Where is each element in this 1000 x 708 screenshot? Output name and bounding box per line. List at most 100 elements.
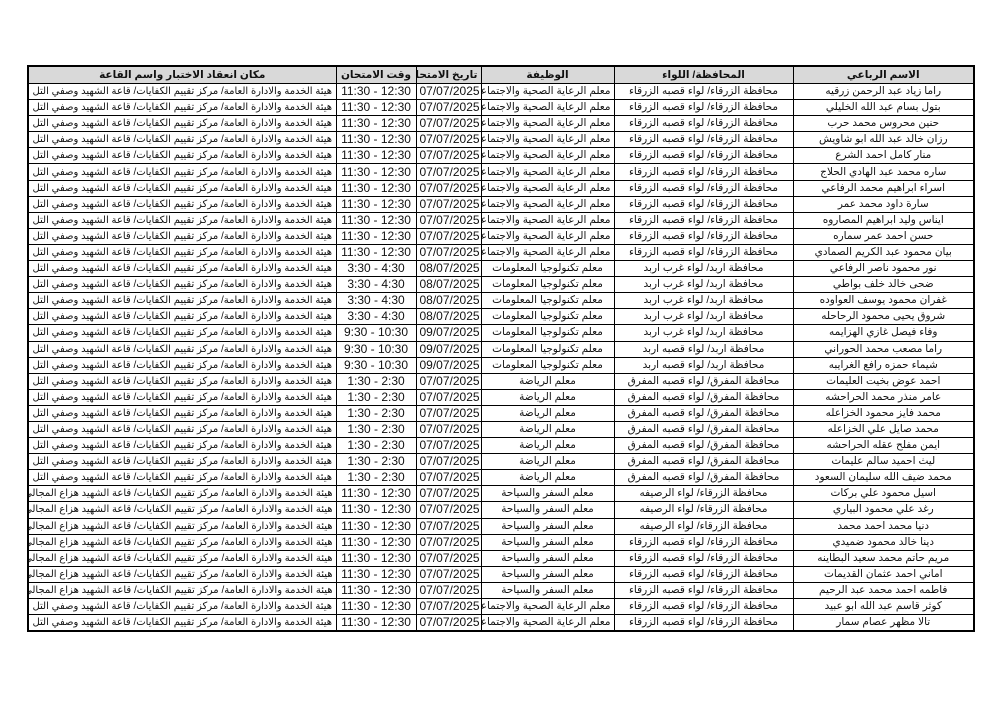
cell-job: معلم الرعاية الصحية والاجتماعية bbox=[480, 147, 615, 165]
cell-place: هيئة الخدمة والادارة العامة/ مركز تقييم … bbox=[27, 533, 337, 551]
cell-time: 11:30 - 12:30 bbox=[335, 163, 417, 181]
cell-time: 11:30 - 12:30 bbox=[335, 485, 417, 503]
cell-time: 3:30 - 4:30 bbox=[335, 276, 417, 294]
cell-date: 07/07/2025 bbox=[415, 99, 482, 117]
cell-job: معلم السفر والسياحة bbox=[480, 485, 615, 503]
table-row: راما مصعب محمد الحوراني محافظة اربد/ لواء… bbox=[27, 340, 975, 358]
cell-date: 07/07/2025 bbox=[415, 179, 482, 197]
cell-date: 07/07/2025 bbox=[415, 453, 482, 471]
cell-job: معلم تكنولوجيا المعلومات bbox=[480, 324, 615, 342]
table-row: ليث احميد سالم عليمات محافظة المفرق/ لواء… bbox=[27, 453, 975, 471]
cell-time: 11:30 - 12:30 bbox=[335, 179, 417, 197]
cell-time: 1:30 - 2:30 bbox=[335, 437, 417, 455]
cell-date: 07/07/2025 bbox=[415, 147, 482, 165]
cell-time: 9:30 - 10:30 bbox=[335, 340, 417, 358]
cell-time: 11:30 - 12:30 bbox=[335, 501, 417, 519]
cell-name: غفران محمود يوسف العواوده bbox=[792, 292, 975, 310]
cell-place: هيئة الخدمة والادارة العامة/ مركز تقييم … bbox=[27, 99, 337, 117]
cell-place: هيئة الخدمة والادارة العامة/ مركز تقييم … bbox=[27, 82, 337, 101]
cell-job: معلم الرعاية الصحية والاجتماعية bbox=[480, 614, 615, 632]
table-row: محمد ضيف الله سليمان السعود محافظة المفرق… bbox=[27, 469, 975, 487]
cell-job: معلم الرعاية الصحية والاجتماعية bbox=[480, 597, 615, 616]
table-row: ضحى خالد خلف بواطي محافظة اربد/ لواء غرب … bbox=[27, 276, 975, 294]
table-row: محمد فايز محمود الخزاعله محافظة المفرق/ ل… bbox=[27, 404, 975, 422]
cell-job: معلم تكنولوجيا المعلومات bbox=[480, 276, 615, 294]
cell-job: معلم الرياضة bbox=[480, 388, 615, 406]
cell-job: معلم الرياضة bbox=[480, 469, 615, 487]
cell-place: هيئة الخدمة والادارة العامة/ مركز تقييم … bbox=[27, 388, 337, 406]
cell-name: ضحى خالد خلف بواطي bbox=[792, 276, 975, 294]
table-row: ايناس وليد ابراهيم المصاروه محافظة الزرقا… bbox=[27, 211, 975, 229]
cell-place: هيئة الخدمة والادارة العامة/ مركز تقييم … bbox=[27, 597, 337, 616]
table-row: حسن احمد عمر سماره محافظة الزرقاء/ لواء ق… bbox=[27, 227, 975, 245]
table-row: فاطمه احمد محمد عبد الرحيم محافظة الزرقاء… bbox=[27, 581, 975, 600]
cell-job: معلم تكنولوجيا المعلومات bbox=[480, 340, 615, 358]
cell-place: هيئة الخدمة والادارة العامة/ مركز تقييم … bbox=[27, 227, 337, 245]
cell-time: 11:30 - 12:30 bbox=[335, 195, 417, 213]
cell-date: 07/07/2025 bbox=[415, 437, 482, 455]
table-row: نور محمود ناصر الرفاعي محافظة اربد/ لواء … bbox=[27, 260, 975, 278]
cell-date: 07/07/2025 bbox=[415, 404, 482, 422]
cell-province: محافظة الزرقاء/ لواء قصبه الزرقاء bbox=[613, 115, 794, 133]
table-row: اماني احمد عثمان القديمات محافظة الزرقاء/… bbox=[27, 565, 975, 583]
cell-province: محافظة الزرقاء/ لواء قصبه الزرقاء bbox=[613, 533, 794, 551]
table-row: مريم حاتم محمد سعيد البطاينه محافظة الزرق… bbox=[27, 549, 975, 567]
cell-place: هيئة الخدمة والادارة العامة/ مركز تقييم … bbox=[27, 195, 337, 213]
cell-date: 07/07/2025 bbox=[415, 581, 482, 600]
table-row: دينا خالد محمود ضميدي محافظة الزرقاء/ لوا… bbox=[27, 533, 975, 551]
cell-province: محافظة اربد/ لواء غرب اربد bbox=[613, 308, 794, 326]
cell-province: محافظة الزرقاء/ لواء قصبه الزرقاء bbox=[613, 614, 794, 632]
cell-place: هيئة الخدمة والادارة العامة/ مركز تقييم … bbox=[27, 179, 337, 197]
cell-time: 11:30 - 12:30 bbox=[335, 614, 417, 632]
cell-job: معلم تكنولوجيا المعلومات bbox=[480, 356, 615, 374]
table-row: راما زياد عبد الرحمن زرقيه محافظة الزرقاء… bbox=[27, 82, 975, 101]
cell-province: محافظة الزرقاء/ لواء قصبه الزرقاء bbox=[613, 565, 794, 583]
table-row: شروق يحيى محمود الرحاحله محافظة اربد/ لوا… bbox=[27, 308, 975, 326]
cell-province: محافظة المفرق/ لواء قصبه المفرق bbox=[613, 453, 794, 471]
header-name: الاسم الرباعي bbox=[792, 65, 975, 84]
cell-date: 07/07/2025 bbox=[415, 131, 482, 149]
cell-time: 11:30 - 12:30 bbox=[335, 211, 417, 229]
cell-province: محافظة المفرق/ لواء قصبه المفرق bbox=[613, 404, 794, 422]
cell-place: هيئة الخدمة والادارة العامة/ مركز تقييم … bbox=[27, 276, 337, 294]
cell-name: عامر منذر محمد الحراحشه bbox=[792, 388, 975, 406]
table-row: دنيا محمد احمد محمد محافظة الزرقاء/ لواء … bbox=[27, 517, 975, 535]
cell-date: 07/07/2025 bbox=[415, 469, 482, 487]
header-place: مكان انعقاد الاختبار واسم القاعة bbox=[27, 65, 337, 84]
cell-date: 07/07/2025 bbox=[415, 533, 482, 551]
cell-job: معلم الرعاية الصحية والاجتماعية bbox=[480, 99, 615, 117]
cell-time: 1:30 - 2:30 bbox=[335, 388, 417, 406]
cell-province: محافظة الزرقاء/ لواء الرصيفه bbox=[613, 517, 794, 535]
cell-place: هيئة الخدمة والادارة العامة/ مركز تقييم … bbox=[27, 324, 337, 342]
cell-time: 11:30 - 12:30 bbox=[335, 227, 417, 245]
cell-time: 1:30 - 2:30 bbox=[335, 420, 417, 439]
cell-time: 11:30 - 12:30 bbox=[335, 147, 417, 165]
cell-job: معلم تكنولوجيا المعلومات bbox=[480, 308, 615, 326]
cell-place: هيئة الخدمة والادارة العامة/ مركز تقييم … bbox=[27, 517, 337, 535]
cell-name: راما مصعب محمد الحوراني bbox=[792, 340, 975, 358]
cell-place: هيئة الخدمة والادارة العامة/ مركز تقييم … bbox=[27, 614, 337, 632]
cell-province: محافظة اربد/ لواء قصبه اربد bbox=[613, 340, 794, 358]
cell-place: هيئة الخدمة والادارة العامة/ مركز تقييم … bbox=[27, 453, 337, 471]
cell-province: محافظة اربد/ لواء غرب اربد bbox=[613, 260, 794, 278]
cell-time: 11:30 - 12:30 bbox=[335, 533, 417, 551]
cell-name: دينا خالد محمود ضميدي bbox=[792, 533, 975, 551]
cell-job: معلم الرياضة bbox=[480, 437, 615, 455]
cell-job: معلم الرعاية الصحية والاجتماعية bbox=[480, 195, 615, 213]
cell-name: ليث احميد سالم عليمات bbox=[792, 453, 975, 471]
cell-date: 07/07/2025 bbox=[415, 517, 482, 535]
table-row: وفاء فيصل غازي الهزايمه محافظة اربد/ لواء… bbox=[27, 324, 975, 342]
cell-place: هيئة الخدمة والادارة العامة/ مركز تقييم … bbox=[27, 308, 337, 326]
table-row: شيماء حمزه رافع الغرايبه محافظة اربد/ لوا… bbox=[27, 356, 975, 374]
cell-province: محافظة اربد/ لواء قصبه اربد bbox=[613, 356, 794, 374]
table-row: محمد صايل علي الخزاعله محافظة المفرق/ لوا… bbox=[27, 420, 975, 439]
cell-place: هيئة الخدمة والادارة العامة/ مركز تقييم … bbox=[27, 469, 337, 487]
cell-place: هيئة الخدمة والادارة العامة/ مركز تقييم … bbox=[27, 163, 337, 181]
cell-province: محافظة الزرقاء/ لواء قصبه الزرقاء bbox=[613, 131, 794, 149]
cell-date: 07/07/2025 bbox=[415, 115, 482, 133]
cell-time: 3:30 - 4:30 bbox=[335, 308, 417, 326]
cell-name: محمد ضيف الله سليمان السعود bbox=[792, 469, 975, 487]
cell-place: هيئة الخدمة والادارة العامة/ مركز تقييم … bbox=[27, 115, 337, 133]
table-row: كوثر قاسم عبد الله ابو عبيد محافظة الزرقا… bbox=[27, 597, 975, 616]
cell-job: معلم الرعاية الصحية والاجتماعية bbox=[480, 179, 615, 197]
